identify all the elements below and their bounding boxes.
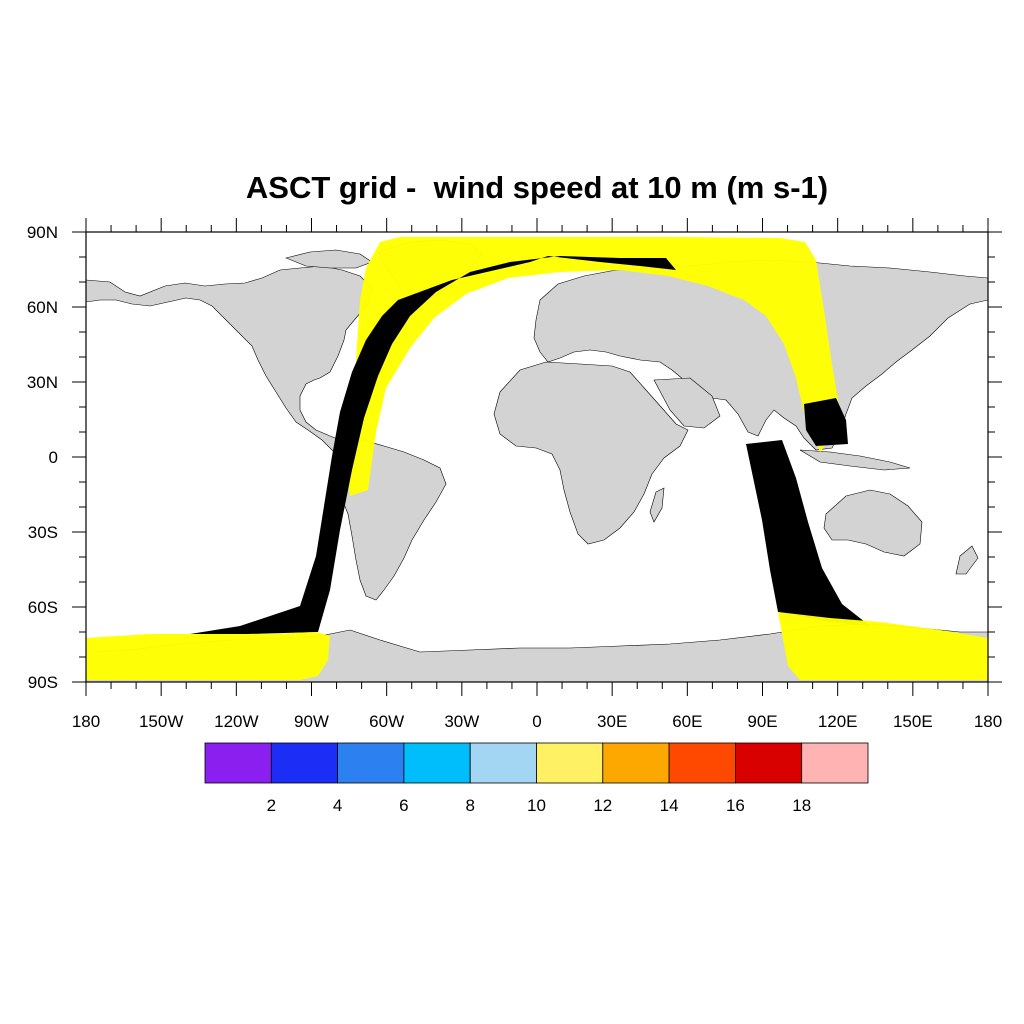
lon-tick-label: 90W [294,712,329,731]
scatterometer-swath [86,237,988,680]
colorbar-swatch [602,742,670,784]
colorbar: 2 4 6 8 10 12 14 16 18 [204,742,869,815]
colorbar-swatch [469,742,537,784]
colorbar-label: 2 [267,796,276,815]
lat-tick-label: 90S [28,673,58,692]
colorbar-swatch [403,742,471,784]
lat-tick-label: 0 [49,448,58,467]
axis-labels: 90N 60N 30N 0 30S 60S 90S 180 150W 120W 90W 60W 30W 0… [27,223,1002,731]
land-indonesia [799,449,911,471]
lon-tick-label: 150E [893,712,933,731]
colorbar-label: 14 [660,796,679,815]
lon-tick-label: 180 [72,712,100,731]
lat-tick-label: 90N [27,223,58,242]
swath-yellow-north [344,237,842,496]
colorbar-swatch [668,742,736,784]
colorbar-label: 8 [465,796,474,815]
colorbar-swatch [204,742,272,784]
land-eurasia [533,259,988,451]
map-title: ASCT grid - wind speed at 10 m (m s-1) [245,170,829,205]
colorbar-swatch [735,742,803,784]
lon-tick-label: 30E [597,712,627,731]
swath-yellow-south [86,632,330,680]
lon-tick-label: 120W [214,712,258,731]
colorbar-swatch [270,742,338,784]
colorbar-label: 12 [593,796,612,815]
lat-tick-label: 60S [28,598,58,617]
land-africa [493,361,689,545]
lon-tick-label: 0 [532,712,541,731]
land-australia [823,489,923,557]
lat-tick-label: 30S [28,523,58,542]
lon-tick-label: 60W [369,712,404,731]
colorbar-label: 6 [399,796,408,815]
lat-tick-label: 60N [27,298,58,317]
land-north-america [86,265,373,457]
colorbar-swatch [337,742,405,784]
colorbar-label: 10 [527,796,546,815]
swath-yellow-south-east [778,612,988,680]
lon-tick-label: 60E [672,712,702,731]
colorbar-label: 4 [333,796,342,815]
lon-tick-label: 150W [139,712,183,731]
colorbar-label: 16 [726,796,745,815]
land-arabia [653,377,721,429]
colorbar-swatch [536,742,604,784]
lat-tick-label: 30N [27,373,58,392]
swath-black-east [746,440,870,626]
land-new-zealand [955,545,979,575]
land-madagascar [649,487,665,523]
lon-tick-label: 30W [444,712,479,731]
swath-black-asia [804,398,848,446]
axis-ticks [72,218,1002,696]
lon-tick-label: 90E [747,712,777,731]
lon-tick-label: 180 [974,712,1002,731]
lon-tick-label: 120E [818,712,858,731]
colorbar-label: 18 [792,796,811,815]
colorbar-swatch [801,742,869,784]
